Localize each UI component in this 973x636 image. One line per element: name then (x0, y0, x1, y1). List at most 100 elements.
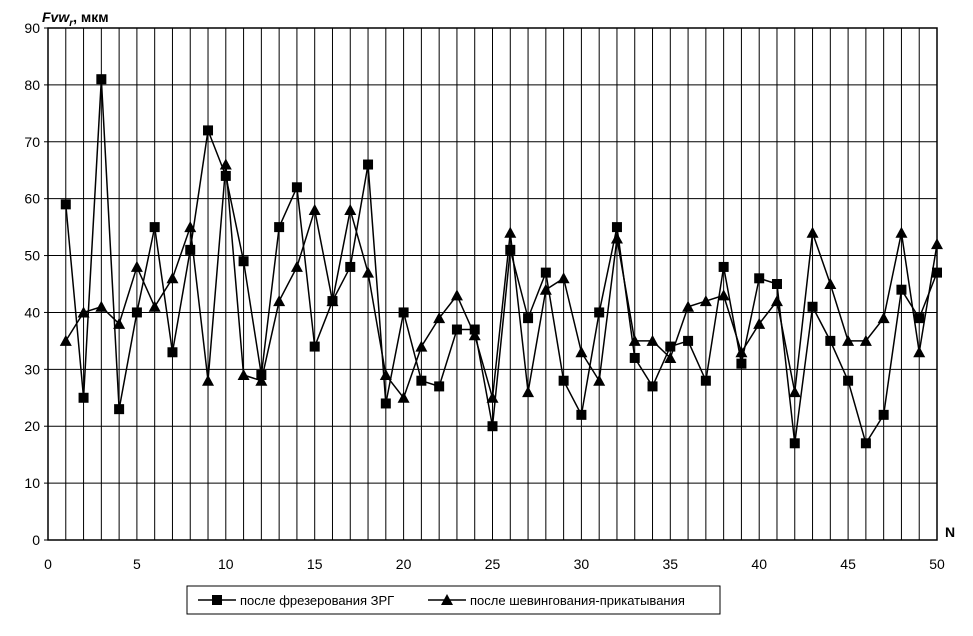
data-point-triangle (735, 346, 748, 358)
data-point-square (523, 313, 534, 324)
data-point-triangle (913, 346, 926, 358)
data-point-triangle (77, 306, 90, 318)
data-point-square (754, 273, 765, 284)
x-tick-label: 45 (840, 556, 856, 572)
legend-label-shaving: после шевингования-прикатывания (470, 593, 685, 608)
data-point-square (416, 375, 427, 386)
data-point-triangle (130, 260, 143, 272)
data-point-square (149, 222, 160, 233)
data-point-triangle (113, 317, 126, 329)
data-point-square (665, 341, 676, 352)
data-point-square (203, 125, 214, 136)
x-tick-label: 10 (218, 556, 234, 572)
data-point-square (309, 341, 320, 352)
data-point-square (540, 267, 551, 278)
data-point-square (700, 375, 711, 386)
data-point-square (825, 335, 836, 346)
data-point-triangle (379, 369, 392, 381)
data-point-triangle (202, 374, 215, 386)
data-point-triangle (842, 334, 855, 346)
data-point-triangle (522, 386, 535, 398)
data-point-square (380, 398, 391, 409)
data-point-triangle (237, 369, 250, 381)
data-point-triangle (504, 226, 517, 238)
data-point-triangle (931, 238, 943, 250)
data-point-triangle (557, 272, 570, 284)
data-point-triangle (593, 374, 606, 386)
data-point-square (718, 261, 729, 272)
x-tick-label: 50 (929, 556, 945, 572)
x-tick-label: 25 (485, 556, 501, 572)
data-point-square (807, 301, 818, 312)
data-point-triangle (468, 329, 481, 341)
data-point-triangle (539, 283, 552, 295)
x-tick-label: 30 (574, 556, 590, 572)
data-point-square (96, 74, 107, 85)
data-point-square (594, 307, 605, 318)
data-point-triangle (184, 221, 197, 233)
data-point-triangle (753, 317, 766, 329)
data-point-square (771, 279, 782, 289)
y-tick-label: 80 (24, 77, 40, 93)
data-point-square (789, 438, 800, 449)
legend-item-milling: после фрезерования ЗРГ (198, 593, 394, 608)
data-point-triangle (362, 266, 375, 278)
data-point-triangle (575, 346, 588, 358)
series-1 (60, 74, 942, 449)
series-layer (59, 74, 943, 449)
y-tick-label: 10 (24, 475, 40, 491)
data-point-square (932, 267, 942, 278)
data-point-square (345, 261, 356, 272)
data-point-square (629, 352, 640, 363)
legend-item-shaving: после шевингования-прикатывания (428, 593, 685, 608)
data-point-triangle (824, 278, 837, 289)
data-point-square (291, 182, 302, 193)
data-point-triangle (646, 334, 659, 346)
y-tick-label: 70 (24, 134, 40, 150)
axes (47, 27, 938, 541)
x-tick-label: 20 (396, 556, 412, 572)
data-point-triangle (255, 374, 268, 386)
x-axis-title: N (945, 524, 955, 540)
data-point-triangle (699, 295, 712, 307)
data-point-triangle (450, 289, 463, 301)
y-tick-label: 50 (24, 248, 40, 264)
data-point-square (114, 404, 125, 415)
data-point-triangle (486, 391, 499, 403)
y-tick-label: 90 (24, 20, 40, 36)
data-point-square (505, 244, 516, 255)
data-point-triangle (682, 300, 695, 312)
data-point-square (896, 284, 907, 295)
data-point-triangle (219, 158, 232, 170)
y-tick-label: 30 (24, 361, 40, 377)
data-point-triangle (308, 204, 321, 216)
data-point-triangle (770, 295, 783, 307)
data-point-triangle (628, 334, 641, 346)
grid (47, 27, 938, 541)
data-point-square (220, 170, 231, 181)
y-axis-title-unit: , мкм (73, 9, 109, 25)
x-tick-label: 0 (44, 556, 52, 572)
y-tick-label: 40 (24, 304, 40, 320)
data-point-square (860, 438, 871, 449)
data-point-square (78, 392, 89, 403)
data-point-triangle (95, 300, 108, 312)
data-point-square (434, 381, 445, 392)
data-point-triangle (148, 300, 161, 312)
x-tick-label: 5 (133, 556, 141, 572)
legend-label-milling: после фрезерования ЗРГ (240, 593, 394, 608)
data-point-square (238, 256, 249, 267)
data-point-triangle (344, 204, 357, 216)
data-point-square (647, 381, 658, 392)
data-point-triangle (610, 232, 623, 244)
data-point-square (878, 409, 889, 420)
data-point-triangle (326, 295, 339, 307)
data-point-square (914, 313, 925, 324)
data-point-square (363, 159, 374, 170)
data-point-triangle (397, 391, 410, 403)
data-point-square (167, 347, 178, 358)
data-point-triangle (877, 312, 890, 324)
legend-marker-square (212, 595, 222, 605)
data-point-triangle (290, 260, 303, 272)
